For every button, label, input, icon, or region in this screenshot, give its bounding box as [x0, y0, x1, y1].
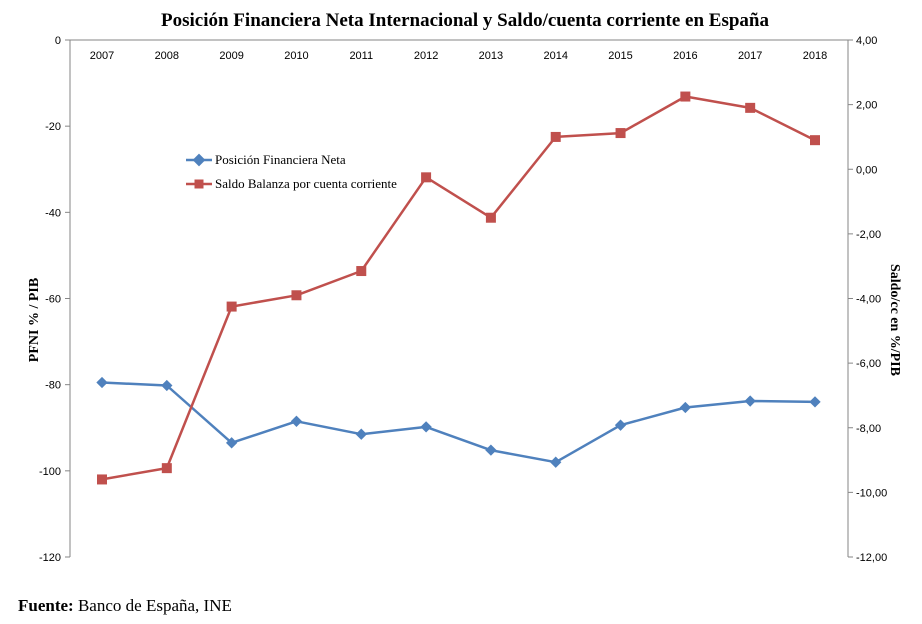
- data-point-marker: [355, 428, 367, 440]
- data-point-marker: [614, 419, 627, 431]
- x-tick-label: 2014: [543, 50, 567, 62]
- data-point-marker: [809, 396, 821, 408]
- x-tick-label: 2010: [284, 50, 308, 62]
- data-point-marker: [679, 401, 692, 414]
- right-tick-label: 2,00: [856, 100, 877, 112]
- legend-label-saldo: Saldo Balanza por cuenta corriente: [215, 176, 397, 191]
- x-tick-label: 2016: [673, 50, 697, 62]
- legend-item-pfn: Posición Financiera Neta: [186, 152, 346, 167]
- series-line: [101, 95, 816, 481]
- right-tick-label: 4,00: [856, 35, 877, 47]
- right-tick-label: -10,00: [856, 487, 887, 499]
- data-point-marker: [745, 102, 756, 113]
- legend-item-saldo: Saldo Balanza por cuenta corriente: [186, 176, 397, 191]
- source-note: Fuente: Banco de España, INE: [18, 596, 232, 616]
- series-saldo-cuenta-corriente: [97, 91, 820, 485]
- source-text: Banco de España, INE: [77, 596, 232, 615]
- data-point-marker: [225, 437, 238, 449]
- left-tick-label: -120: [39, 552, 61, 564]
- data-point-marker: [810, 135, 820, 146]
- left-tick-label: -60: [45, 294, 61, 306]
- x-tick-label: 2012: [414, 50, 438, 62]
- right-axis-ticks: 4,00 2,00 0,00 -2,00 -4,00 -6,00 -8,00 -10,00 -1…: [848, 35, 887, 564]
- x-tick-label: 2007: [90, 50, 114, 62]
- data-point-marker: [420, 421, 432, 433]
- right-tick-label: -12,00: [856, 552, 887, 564]
- data-point-marker: [615, 128, 626, 139]
- x-tick-label: 2015: [608, 50, 632, 62]
- data-point-marker: [356, 266, 367, 277]
- x-tick-label: 2008: [155, 50, 179, 62]
- x-tick-label: 2013: [479, 50, 503, 62]
- data-point-marker: [744, 395, 756, 407]
- right-axis-title: Saldo/cc en %/PIB: [887, 264, 902, 376]
- left-tick-label: -40: [45, 207, 61, 219]
- chart: Posición Financiera Neta Internacional y…: [27, 10, 902, 564]
- left-tick-label: -80: [45, 380, 61, 392]
- data-point-marker: [680, 91, 691, 102]
- x-tick-label: 2018: [803, 50, 827, 62]
- data-point-marker: [161, 463, 172, 474]
- series-layer: [96, 91, 821, 485]
- series-posicion-financiera-neta: [96, 376, 821, 468]
- series-line: [101, 381, 816, 464]
- source-label: Fuente:: [18, 596, 74, 615]
- right-tick-label: 0,00: [856, 164, 877, 176]
- right-tick-label: -4,00: [856, 294, 881, 306]
- data-point-marker: [550, 131, 561, 142]
- legend-label-pfn: Posición Financiera Neta: [215, 152, 346, 167]
- x-tick-label: 2009: [219, 50, 243, 62]
- data-point-marker: [550, 456, 562, 468]
- data-point-marker: [485, 444, 497, 456]
- right-tick-label: -6,00: [856, 358, 881, 370]
- left-tick-label: 0: [55, 35, 61, 47]
- legend-marker-saldo: [194, 179, 204, 189]
- data-point-marker: [290, 415, 303, 427]
- data-point-marker: [96, 376, 108, 389]
- left-axis-ticks: 0 -20 -40 -60 -80 -100 -120: [39, 35, 70, 564]
- data-point-marker: [291, 290, 302, 301]
- right-tick-label: -2,00: [856, 229, 881, 241]
- left-tick-label: -100: [39, 466, 61, 478]
- legend: Posición Financiera Neta Saldo Balanza p…: [186, 152, 397, 191]
- data-point-marker: [161, 379, 173, 392]
- x-tick-label: 2017: [738, 50, 762, 62]
- chart-title: Posición Financiera Neta Internacional y…: [161, 10, 769, 31]
- axes: [69, 39, 849, 557]
- x-tick-label: 2011: [349, 50, 373, 62]
- data-point-marker: [226, 301, 237, 312]
- right-tick-label: -8,00: [856, 423, 881, 435]
- left-tick-label: -20: [45, 121, 61, 133]
- legend-marker-pfn: [192, 153, 206, 167]
- data-point-marker: [485, 212, 496, 223]
- x-axis-ticks: 2007 2008 2009 2010 2011 2012 2013 2014 2015 2016…: [90, 50, 827, 62]
- data-point-marker: [97, 474, 107, 485]
- left-axis-title: PFNI % / PIB: [27, 278, 42, 362]
- data-point-marker: [421, 172, 432, 183]
